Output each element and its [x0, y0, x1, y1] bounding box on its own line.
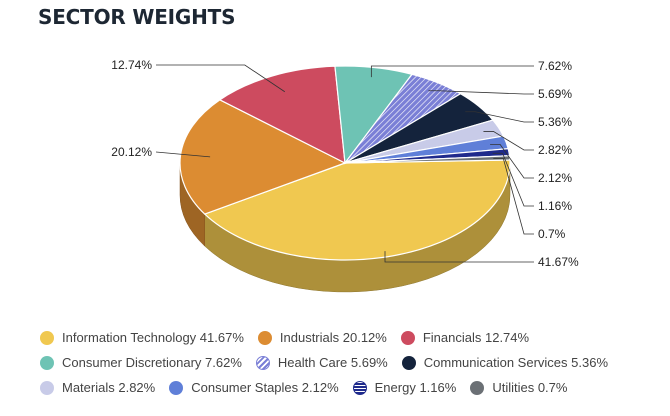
pie-slice-information-technology	[203, 159, 511, 261]
leader-line	[483, 131, 534, 151]
legend-swatch-icon	[401, 355, 416, 370]
legend-item-health-care[interactable]: Health Care 5.69%	[255, 355, 388, 370]
pie-slice-financials	[218, 65, 346, 165]
leader-line	[490, 143, 534, 179]
legend-swatch-icon	[40, 330, 54, 345]
leader-line	[156, 64, 286, 93]
legend-swatch-icon	[40, 380, 54, 395]
legend-swatch-icon	[470, 380, 485, 395]
value-label: 5.69%	[538, 87, 572, 101]
legend-item-financials[interactable]: Financials 12.74%	[400, 330, 530, 345]
legend-item-communication-services[interactable]: Communication Services 5.36%	[401, 355, 608, 370]
leader-line	[492, 152, 534, 207]
legend-label: Energy 1.16%	[374, 380, 457, 395]
leader-line	[428, 90, 534, 95]
value-label: 1.16%	[538, 199, 572, 213]
legend-swatch-icon	[257, 330, 272, 345]
legend-label: Information Technology 41.67%	[62, 330, 244, 345]
legend-swatch-icon	[255, 355, 270, 370]
pie-chart: 41.67% 20.12% 12.74% 7.62% 5.69% 5.36% 2.82% 2.…	[111, 58, 579, 293]
leader-line	[370, 65, 534, 78]
leader-line	[384, 251, 534, 263]
value-labels: 41.67% 20.12% 12.74% 7.62% 5.69% 5.36% 2.82% 2.…	[111, 58, 579, 269]
legend-item-utilities[interactable]: Utilities 0.7%	[470, 380, 567, 395]
legend-swatch-icon	[40, 355, 54, 370]
value-label: 41.67%	[538, 255, 579, 269]
value-label: 20.12%	[111, 145, 152, 159]
legend-label: Financials 12.74%	[422, 330, 530, 345]
legend-swatch-icon	[400, 330, 415, 345]
pie-tops	[179, 65, 511, 261]
legend-label: Health Care 5.69%	[277, 355, 388, 370]
leader-line	[493, 157, 534, 235]
legend-item-industrials[interactable]: Industrials 20.12%	[257, 330, 387, 345]
legend-item-energy[interactable]: Energy 1.16%	[352, 380, 457, 395]
legend-label: Materials 2.82%	[62, 380, 156, 395]
legend-label: Communication Services 5.36%	[423, 355, 608, 370]
value-label: 2.12%	[538, 171, 572, 185]
legend-label: Utilities 0.7%	[492, 380, 568, 395]
legend-label: Consumer Staples 2.12%	[191, 380, 339, 395]
legend-row: Consumer Discretionary 7.62% Health Care…	[40, 350, 660, 375]
legend-swatch-icon	[169, 380, 184, 395]
leader-line	[465, 111, 534, 123]
value-label: 2.82%	[538, 143, 572, 157]
value-label: 5.36%	[538, 115, 572, 129]
legend-item-materials[interactable]: Materials 2.82%	[40, 380, 155, 395]
value-label: 0.7%	[538, 227, 566, 241]
legend-label: Industrials 20.12%	[279, 330, 387, 345]
legend-item-consumer-discretionary[interactable]: Consumer Discretionary 7.62%	[40, 355, 242, 370]
chart-title: SECTOR WEIGHTS	[38, 5, 236, 29]
legend-item-consumer-staples[interactable]: Consumer Staples 2.12%	[169, 380, 339, 395]
legend-row: Materials 2.82% Consumer Staples 2.12% E…	[40, 375, 660, 400]
legend-item-information-technology[interactable]: Information Technology 41.67%	[40, 330, 244, 345]
legend-swatch-icon	[352, 380, 367, 395]
leader-line	[155, 151, 211, 158]
chart-legend: Information Technology 41.67% Industrial…	[40, 325, 660, 400]
legend-row: Information Technology 41.67% Industrial…	[40, 325, 660, 350]
value-label: 7.62%	[538, 59, 572, 73]
legend-label: Consumer Discretionary 7.62%	[62, 355, 242, 370]
pie-slice-industrials	[179, 99, 347, 215]
value-label: 12.74%	[111, 58, 152, 72]
